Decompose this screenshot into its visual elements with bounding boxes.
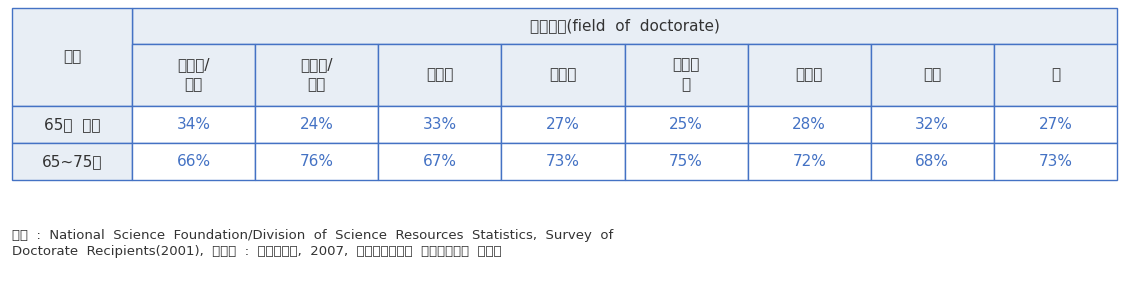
Bar [624,44,747,106]
Text: 자료  :  National  Science  Foundation/Division  of  Science  Resources  Statistic: 자료 : National Science Foundation/Divisio… [12,229,613,242]
Bar [994,106,1117,143]
Bar [747,143,870,180]
Text: 28%: 28% [793,117,826,132]
Bar [132,106,255,143]
Bar [255,106,378,143]
Text: 67%: 67% [423,154,457,169]
Text: 27%: 27% [1039,117,1073,132]
Text: 34%: 34% [176,117,211,132]
Text: 76%: 76% [299,154,334,169]
Bar [747,44,870,106]
Text: 65~75세: 65~75세 [42,154,103,169]
Bar [132,143,255,180]
Text: 73%: 73% [546,154,580,169]
Bar [12,8,132,106]
Bar [132,8,1117,44]
Bar [994,143,1117,180]
Bar [378,143,501,180]
Text: 75%: 75% [669,154,703,169]
Bar [501,143,624,180]
Text: 컴퓨터/
수학: 컴퓨터/ 수학 [177,57,210,92]
Bar [12,143,132,180]
Text: 73%: 73% [1039,154,1073,169]
Bar [870,44,994,106]
Text: 물리학: 물리학 [549,67,577,82]
Text: 연령: 연령 [63,49,81,64]
Bar [12,106,132,143]
Text: 25%: 25% [669,117,703,132]
Text: 학위분야(field  of  doctorate): 학위분야(field of doctorate) [530,18,719,33]
Bar [255,44,378,106]
Text: 27%: 27% [546,117,580,132]
Bar [378,44,501,106]
Bar [870,143,994,180]
Text: 사회과
학: 사회과 학 [673,57,700,92]
Bar [994,44,1117,106]
Bar [870,106,994,143]
Text: 33%: 33% [422,117,457,132]
Text: 72%: 72% [793,154,826,169]
Text: 보건학: 보건학 [426,67,454,82]
Bar [624,106,747,143]
Text: 계: 계 [1051,67,1060,82]
Bar [501,44,624,106]
Text: 68%: 68% [916,154,949,169]
Bar [378,106,501,143]
Text: 공학: 공학 [924,67,942,82]
Bar [624,143,747,180]
Text: 32%: 32% [916,117,949,132]
Text: 심리학: 심리학 [796,67,823,82]
Text: 생물학/
농학: 생물학/ 농학 [300,57,333,92]
Bar [747,106,870,143]
Bar [255,143,378,180]
Bar [501,106,624,143]
Bar [132,44,255,106]
Text: Doctorate  Recipients(2001),  재인용  :  과학기술부,  2007,  퇴직과학기술자  활용연구에서  재인용: Doctorate Recipients(2001), 재인용 : 과학기술부,… [12,245,501,258]
Text: 66%: 66% [176,154,211,169]
Text: 24%: 24% [300,117,334,132]
Text: 65세  이하: 65세 이하 [44,117,100,132]
